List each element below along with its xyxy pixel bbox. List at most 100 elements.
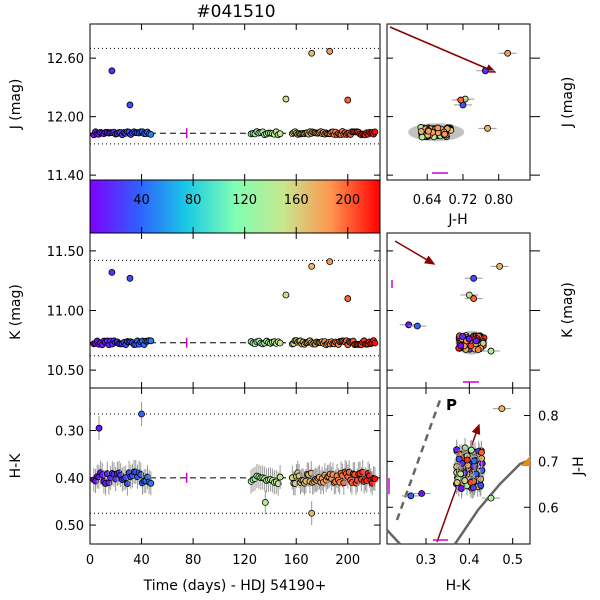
outlier-point bbox=[108, 268, 116, 276]
ytick-label: 11.40 bbox=[47, 169, 84, 184]
outlier-point bbox=[407, 492, 415, 500]
outlier-point bbox=[308, 49, 316, 57]
outlier-point bbox=[465, 291, 473, 299]
outlier-point bbox=[418, 490, 426, 497]
data-point bbox=[147, 130, 155, 138]
outlier-point bbox=[496, 262, 504, 270]
data-point bbox=[371, 128, 379, 136]
outlier-point bbox=[487, 347, 495, 355]
xtick-label: 40 bbox=[133, 553, 150, 568]
outlier-point bbox=[308, 509, 316, 517]
data-point bbox=[434, 124, 442, 132]
ytick-label: 11.00 bbox=[47, 305, 84, 320]
outlier-point bbox=[126, 274, 134, 282]
data-point bbox=[276, 339, 284, 347]
ytick-label: 0.8 bbox=[538, 410, 559, 425]
ytick-label: 0.40 bbox=[55, 472, 84, 487]
ytick-label: 0.6 bbox=[538, 501, 559, 516]
data-point bbox=[417, 128, 425, 135]
outlier-point bbox=[95, 424, 103, 432]
reddening-boundary-dashed bbox=[395, 399, 442, 521]
data-point bbox=[425, 127, 432, 135]
j-jh-xlabel: J-H bbox=[447, 212, 467, 228]
reddening-vector bbox=[394, 240, 436, 265]
xtick-label: 80 bbox=[185, 553, 202, 568]
data-point bbox=[459, 333, 466, 340]
data-point bbox=[418, 133, 426, 141]
data-point bbox=[458, 485, 465, 493]
dwarf-locus bbox=[453, 458, 531, 545]
data-point bbox=[472, 337, 480, 345]
data-point bbox=[465, 335, 473, 343]
outlier-point bbox=[282, 95, 290, 103]
outlier-point bbox=[308, 262, 316, 270]
ytick-label: 0.50 bbox=[55, 519, 84, 534]
outlier-point bbox=[484, 124, 491, 132]
ctts-locus-marker bbox=[521, 456, 530, 466]
ytick-label: 12.60 bbox=[47, 52, 84, 67]
xtick-label: 120 bbox=[232, 553, 257, 568]
ytick-label: 11.50 bbox=[47, 245, 84, 260]
xtick-label: 160 bbox=[284, 553, 309, 568]
data-point bbox=[470, 457, 478, 465]
ytick-label: 0.30 bbox=[55, 425, 84, 440]
outlier-point bbox=[344, 295, 352, 302]
xtick-label: 0 bbox=[86, 553, 94, 568]
colorbar-tick-label: 160 bbox=[284, 193, 309, 208]
data-point bbox=[147, 337, 155, 345]
data-point bbox=[469, 484, 477, 492]
jh-hk-ylabel: J-H bbox=[571, 456, 587, 476]
data-point bbox=[477, 481, 485, 489]
xtick-label: 0.64 bbox=[413, 193, 442, 208]
data-point bbox=[463, 456, 471, 464]
outlier-point bbox=[126, 101, 134, 109]
giant-locus bbox=[386, 529, 401, 545]
j-jh-ylabel: J (mag) bbox=[560, 77, 576, 129]
outlier-point bbox=[138, 410, 145, 418]
outlier-point bbox=[413, 322, 421, 330]
reddening-vector bbox=[389, 26, 497, 73]
outlier-point bbox=[108, 67, 116, 75]
data-point bbox=[276, 130, 284, 138]
data-point bbox=[457, 470, 465, 478]
data-point bbox=[359, 468, 367, 476]
outlier-point bbox=[487, 494, 495, 502]
outlier-point bbox=[326, 47, 334, 55]
outlier-point bbox=[344, 96, 352, 104]
panel-k-vs-hk bbox=[386, 232, 531, 389]
panel-j-lightcurve bbox=[89, 23, 381, 181]
data-point bbox=[467, 446, 475, 454]
outlier-point bbox=[470, 274, 478, 282]
data-point bbox=[147, 479, 155, 487]
outlier-point bbox=[405, 321, 413, 329]
outlier-point bbox=[498, 405, 506, 413]
xtick-label: 0.72 bbox=[448, 193, 477, 208]
ytick-label: 10.50 bbox=[47, 364, 84, 379]
outlier-point bbox=[470, 295, 478, 302]
xtick-label: 0.5 bbox=[502, 553, 523, 568]
data-point bbox=[340, 479, 348, 487]
data-point bbox=[453, 479, 461, 486]
data-point bbox=[307, 469, 315, 477]
hk-lc-ylabel: H-K bbox=[8, 453, 24, 479]
xtick-label: 0.3 bbox=[416, 553, 437, 568]
outlier-point bbox=[481, 67, 489, 75]
figure-title: #041510 bbox=[196, 2, 275, 22]
colorbar-tick-label: 80 bbox=[185, 193, 202, 208]
data-point bbox=[276, 473, 284, 481]
data-point bbox=[474, 346, 482, 354]
outlier-point bbox=[282, 291, 290, 299]
outlier-point bbox=[261, 498, 269, 506]
colorbar-tick-label: 200 bbox=[335, 193, 360, 208]
data-point bbox=[441, 130, 449, 138]
panel-hk-lightcurve bbox=[89, 387, 381, 545]
colorbar-tick-label: 40 bbox=[133, 193, 150, 208]
k-hk-ylabel: K (mag) bbox=[560, 282, 576, 338]
ytick-label: 12.00 bbox=[47, 111, 84, 126]
data-point bbox=[457, 342, 465, 350]
data-point bbox=[291, 480, 299, 487]
data-point bbox=[455, 455, 463, 463]
outlier-point bbox=[457, 96, 465, 104]
jh-hk-xlabel: H-K bbox=[446, 578, 472, 594]
